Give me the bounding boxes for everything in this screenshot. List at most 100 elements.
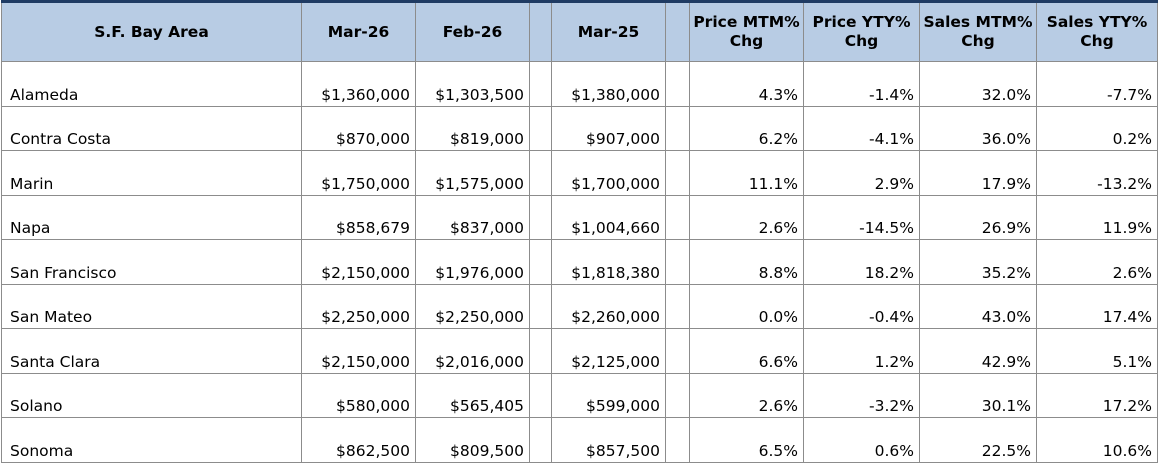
table-row: Napa $858,679 $837,000 $1,004,660 2.6% -14.5%… <box>1 194 1158 240</box>
cell-sales-mtm: 30.1% <box>919 372 1037 418</box>
cell-spacer <box>529 61 552 107</box>
cell-price-yty: 18.2% <box>803 239 920 285</box>
table-row: San Francisco $2,150,000 $1,976,000 $1,818,… <box>1 239 1158 285</box>
cell-mar25: $2,260,000 <box>551 283 666 329</box>
table-row: Alameda $1,360,000 $1,303,500 $1,380,000 4.3… <box>1 61 1158 107</box>
cell-mar26: $2,150,000 <box>301 239 416 285</box>
cell-mar25: $1,380,000 <box>551 61 666 107</box>
cell-sales-mtm: 17.9% <box>919 150 1037 196</box>
header-region: S.F. Bay Area <box>1 1 302 62</box>
cell-spacer <box>665 417 690 463</box>
cell-mar26: $580,000 <box>301 372 416 418</box>
header-price-mtm: Price MTM% Chg <box>689 1 804 62</box>
cell-sales-mtm: 42.9% <box>919 328 1037 374</box>
header-sales-yty: Sales YTY% Chg <box>1036 1 1158 62</box>
cell-price-yty: -3.2% <box>803 372 920 418</box>
cell-region: Marin <box>1 150 302 196</box>
cell-price-yty: -14.5% <box>803 194 920 240</box>
cell-mar26: $870,000 <box>301 105 416 151</box>
cell-region: San Francisco <box>1 239 302 285</box>
header-feb26: Feb-26 <box>415 1 530 62</box>
cell-sales-yty: 10.6% <box>1036 417 1158 463</box>
cell-sales-mtm: 26.9% <box>919 194 1037 240</box>
header-sales-mtm: Sales MTM% Chg <box>919 1 1037 62</box>
cell-sales-yty: 17.2% <box>1036 372 1158 418</box>
cell-mar26: $1,360,000 <box>301 61 416 107</box>
cell-sales-mtm: 32.0% <box>919 61 1037 107</box>
table-row: Santa Clara $2,150,000 $2,016,000 $2,125,00… <box>1 328 1158 374</box>
cell-mar26: $1,750,000 <box>301 150 416 196</box>
cell-sales-yty: 2.6% <box>1036 239 1158 285</box>
cell-mar25: $907,000 <box>551 105 666 151</box>
cell-price-yty: 0.6% <box>803 417 920 463</box>
cell-spacer <box>665 328 690 374</box>
cell-price-yty: -1.4% <box>803 61 920 107</box>
cell-region: Napa <box>1 194 302 240</box>
cell-feb26: $809,500 <box>415 417 530 463</box>
cell-price-mtm: 8.8% <box>689 239 804 285</box>
header-row: S.F. Bay Area Mar-26 Feb-26 Mar-25 Price… <box>1 1 1158 62</box>
cell-mar25: $1,004,660 <box>551 194 666 240</box>
table-row: Sonoma $862,500 $809,500 $857,500 6.5% 0.6% 22… <box>1 417 1158 463</box>
cell-price-yty: 1.2% <box>803 328 920 374</box>
header-mar25: Mar-25 <box>551 1 666 62</box>
cell-mar26: $862,500 <box>301 417 416 463</box>
cell-sales-yty: 0.2% <box>1036 105 1158 151</box>
cell-region: Contra Costa <box>1 105 302 151</box>
cell-spacer <box>529 283 552 329</box>
cell-feb26: $819,000 <box>415 105 530 151</box>
cell-feb26: $2,250,000 <box>415 283 530 329</box>
cell-price-mtm: 0.0% <box>689 283 804 329</box>
table-body: Alameda $1,360,000 $1,303,500 $1,380,000 4.3… <box>1 61 1158 463</box>
table-row: Contra Costa $870,000 $819,000 $907,000 6.2%… <box>1 105 1158 151</box>
cell-mar25: $1,818,380 <box>551 239 666 285</box>
cell-spacer <box>529 105 552 151</box>
table-row: San Mateo $2,250,000 $2,250,000 $2,260,000 0… <box>1 283 1158 329</box>
cell-spacer <box>665 61 690 107</box>
cell-feb26: $565,405 <box>415 372 530 418</box>
cell-feb26: $2,016,000 <box>415 328 530 374</box>
cell-mar25: $857,500 <box>551 417 666 463</box>
cell-sales-mtm: 35.2% <box>919 239 1037 285</box>
header-spacer <box>665 1 690 62</box>
cell-mar26: $858,679 <box>301 194 416 240</box>
cell-sales-mtm: 22.5% <box>919 417 1037 463</box>
cell-price-yty: -0.4% <box>803 283 920 329</box>
cell-mar25: $2,125,000 <box>551 328 666 374</box>
cell-price-yty: -4.1% <box>803 105 920 151</box>
cell-spacer <box>529 328 552 374</box>
cell-mar26: $2,150,000 <box>301 328 416 374</box>
cell-region: Sonoma <box>1 417 302 463</box>
cell-mar25: $1,700,000 <box>551 150 666 196</box>
cell-mar26: $2,250,000 <box>301 283 416 329</box>
table-row: Marin $1,750,000 $1,575,000 $1,700,000 11.1%… <box>1 150 1158 196</box>
cell-region: Solano <box>1 372 302 418</box>
cell-spacer <box>665 105 690 151</box>
table-row: Solano $580,000 $565,405 $599,000 2.6% -3.2% 3… <box>1 372 1158 418</box>
cell-spacer <box>665 239 690 285</box>
cell-spacer <box>529 194 552 240</box>
cell-sales-mtm: 36.0% <box>919 105 1037 151</box>
cell-price-mtm: 6.5% <box>689 417 804 463</box>
cell-feb26: $1,575,000 <box>415 150 530 196</box>
cell-spacer <box>529 417 552 463</box>
cell-price-yty: 2.9% <box>803 150 920 196</box>
cell-region: Alameda <box>1 61 302 107</box>
cell-feb26: $1,303,500 <box>415 61 530 107</box>
cell-sales-mtm: 43.0% <box>919 283 1037 329</box>
cell-spacer <box>665 150 690 196</box>
cell-price-mtm: 2.6% <box>689 372 804 418</box>
cell-price-mtm: 11.1% <box>689 150 804 196</box>
cell-price-mtm: 6.6% <box>689 328 804 374</box>
cell-price-mtm: 4.3% <box>689 61 804 107</box>
header-mar26: Mar-26 <box>301 1 416 62</box>
cell-spacer <box>665 372 690 418</box>
cell-feb26: $1,976,000 <box>415 239 530 285</box>
cell-price-mtm: 2.6% <box>689 194 804 240</box>
cell-sales-yty: 11.9% <box>1036 194 1158 240</box>
cell-spacer <box>529 239 552 285</box>
cell-sales-yty: 17.4% <box>1036 283 1158 329</box>
cell-mar25: $599,000 <box>551 372 666 418</box>
cell-sales-yty: 5.1% <box>1036 328 1158 374</box>
